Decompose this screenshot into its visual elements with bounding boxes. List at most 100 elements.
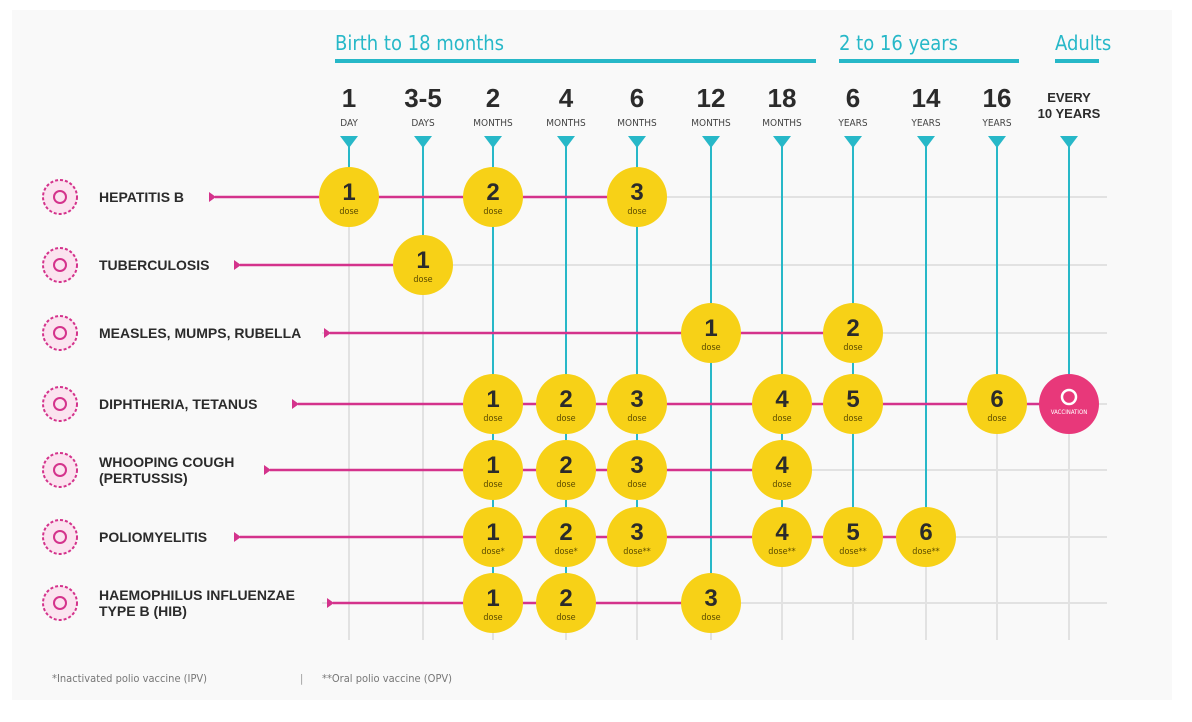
dose-circle [463,440,523,500]
dose-number: 3 [630,519,643,546]
dose-label: dose** [768,547,795,557]
dose-circle [463,167,523,227]
dose-circle [536,507,596,567]
column-number: 6 [846,83,860,113]
dose-circle [896,507,956,567]
dose-circle [319,167,379,227]
refresh-icon [1060,388,1078,406]
dose-number: 1 [416,247,429,274]
dose-number: 2 [559,386,572,413]
dose-label: dose** [912,547,939,557]
footnote-opv: **Oral polio vaccine (OPV) [322,672,452,685]
dose-number: 2 [559,585,572,612]
dose-circle [967,374,1027,434]
dose-circle [607,440,667,500]
hib-bacteria-icon [42,585,78,621]
dose-circle [607,374,667,434]
dose-label: dose [627,414,646,424]
dose-label: dose* [481,547,504,557]
column-number: 14 [912,83,941,113]
arrow-icon [327,598,334,608]
dose-number: 1 [342,179,355,206]
vaccination-schedule: Birth to 18 months 2 to 16 years Adults 1 DA… [12,10,1172,700]
dose-label: dose [843,414,862,424]
period-label: 2 to 16 years [839,31,958,55]
vaccination-label: VACCINATION [1051,409,1087,416]
dose-circle [463,374,523,434]
column-unit: MONTHS [473,118,513,129]
vaccine-name: HAEMOPHILUS INFLUENZAE [99,587,295,603]
dose-label: dose [987,414,1006,424]
column-unit: YEARS [837,118,868,129]
dose-circle [681,303,741,363]
column-unit: YEARS [981,118,1012,129]
dose-label: dose [701,343,720,353]
dose-number: 2 [559,519,572,546]
dose-circle [607,507,667,567]
dose-label: dose [339,207,358,217]
dose-label: dose [483,207,502,217]
dose-circle [681,573,741,633]
dose-label: dose [627,207,646,217]
dose-circle [463,573,523,633]
dose-number: 2 [559,452,572,479]
arrow-icon [324,328,331,338]
dose-circle [752,374,812,434]
tuberculosis-bacteria-icon [42,247,78,283]
dose-number: 2 [486,179,499,206]
arrow-icon [234,532,241,542]
dose-label: dose [772,414,791,424]
period-label: Birth to 18 months [335,31,504,55]
dose-label: dose [627,480,646,490]
dose-number: 3 [630,386,643,413]
hepatitis-b-virus-icon [42,179,78,215]
column-number: 1 [342,83,356,113]
dose-circle [536,374,596,434]
dose-circle [536,573,596,633]
vaccine-name: HEPATITIS B [99,189,184,205]
vaccine-name: MEASLES, MUMPS, RUBELLA [99,325,301,341]
tuberculosis-bacteria-icon-core [53,258,67,272]
dose-circle [752,507,812,567]
dose-label: dose [413,275,432,285]
column-number: 16 [983,83,1012,113]
column-unit: MONTHS [691,118,731,129]
hepatitis-b-virus-icon-core [53,190,67,204]
column-number: 6 [630,83,644,113]
dose-circle [393,235,453,295]
arrow-icon [209,192,216,202]
dose-circle [823,507,883,567]
column-unit: MONTHS [546,118,586,129]
dose-label: dose [701,613,720,623]
vaccine-name: TYPE B (HIB) [99,603,187,619]
vaccine-name: WHOOPING COUGH [99,454,234,470]
dose-circle [752,440,812,500]
dose-number: 3 [704,585,717,612]
dose-label: dose** [623,547,650,557]
dose-circle [536,440,596,500]
dose-number: 1 [486,386,499,413]
dose-number: 3 [630,452,643,479]
column-unit: 10 YEARS [1038,106,1101,121]
column-number: EVERY [1047,90,1091,105]
dose-number: 5 [846,386,859,413]
dose-number: 1 [486,452,499,479]
polio-virus-icon-core [53,530,67,544]
arrow-icon [234,260,241,270]
arrow-icon [292,399,299,409]
column-unit: YEARS [910,118,941,129]
measles-virus-icon [42,315,78,351]
column-number: 2 [486,83,500,113]
schedule-diagram: Birth to 18 months 2 to 16 years Adults 1 DA… [42,31,1111,685]
period-label: Adults [1055,31,1111,55]
dose-circle [823,374,883,434]
dose-number: 4 [775,519,789,546]
measles-virus-icon-core [53,326,67,340]
dose-label: dose [556,480,575,490]
column-unit: MONTHS [617,118,657,129]
column-unit: MONTHS [762,118,802,129]
dose-label: dose* [554,547,577,557]
diphtheria-bacteria-icon-core [53,397,67,411]
footnote-ipv: *Inactivated polio vaccine (IPV) [52,672,207,685]
pertussis-bacteria-icon-core [53,463,67,477]
